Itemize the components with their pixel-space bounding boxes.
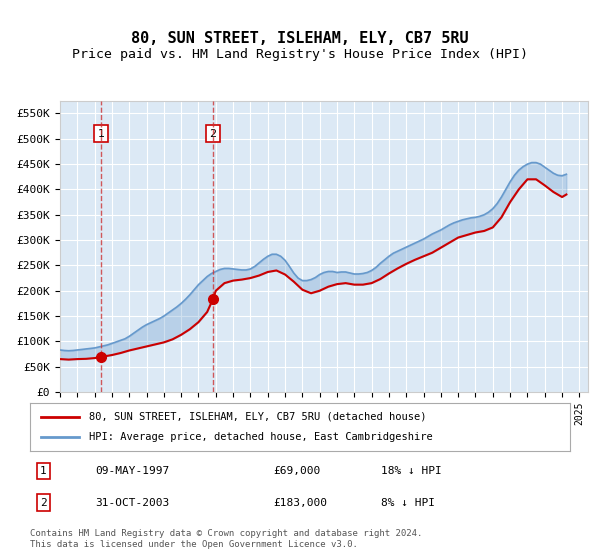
Text: 8% ↓ HPI: 8% ↓ HPI <box>381 498 435 507</box>
Text: HPI: Average price, detached house, East Cambridgeshire: HPI: Average price, detached house, East… <box>89 432 433 442</box>
Text: Contains HM Land Registry data © Crown copyright and database right 2024.
This d: Contains HM Land Registry data © Crown c… <box>30 529 422 549</box>
Text: 31-OCT-2003: 31-OCT-2003 <box>95 498 169 507</box>
Text: 80, SUN STREET, ISLEHAM, ELY, CB7 5RU (detached house): 80, SUN STREET, ISLEHAM, ELY, CB7 5RU (d… <box>89 412 427 422</box>
Text: 2: 2 <box>209 129 217 139</box>
Text: 80, SUN STREET, ISLEHAM, ELY, CB7 5RU: 80, SUN STREET, ISLEHAM, ELY, CB7 5RU <box>131 31 469 46</box>
Text: £183,000: £183,000 <box>273 498 327 507</box>
Text: 2: 2 <box>40 498 47 507</box>
Text: £69,000: £69,000 <box>273 466 320 476</box>
Text: 09-MAY-1997: 09-MAY-1997 <box>95 466 169 476</box>
Text: Price paid vs. HM Land Registry's House Price Index (HPI): Price paid vs. HM Land Registry's House … <box>72 48 528 60</box>
Text: 1: 1 <box>40 466 47 476</box>
Text: 1: 1 <box>97 129 104 139</box>
Text: 18% ↓ HPI: 18% ↓ HPI <box>381 466 442 476</box>
